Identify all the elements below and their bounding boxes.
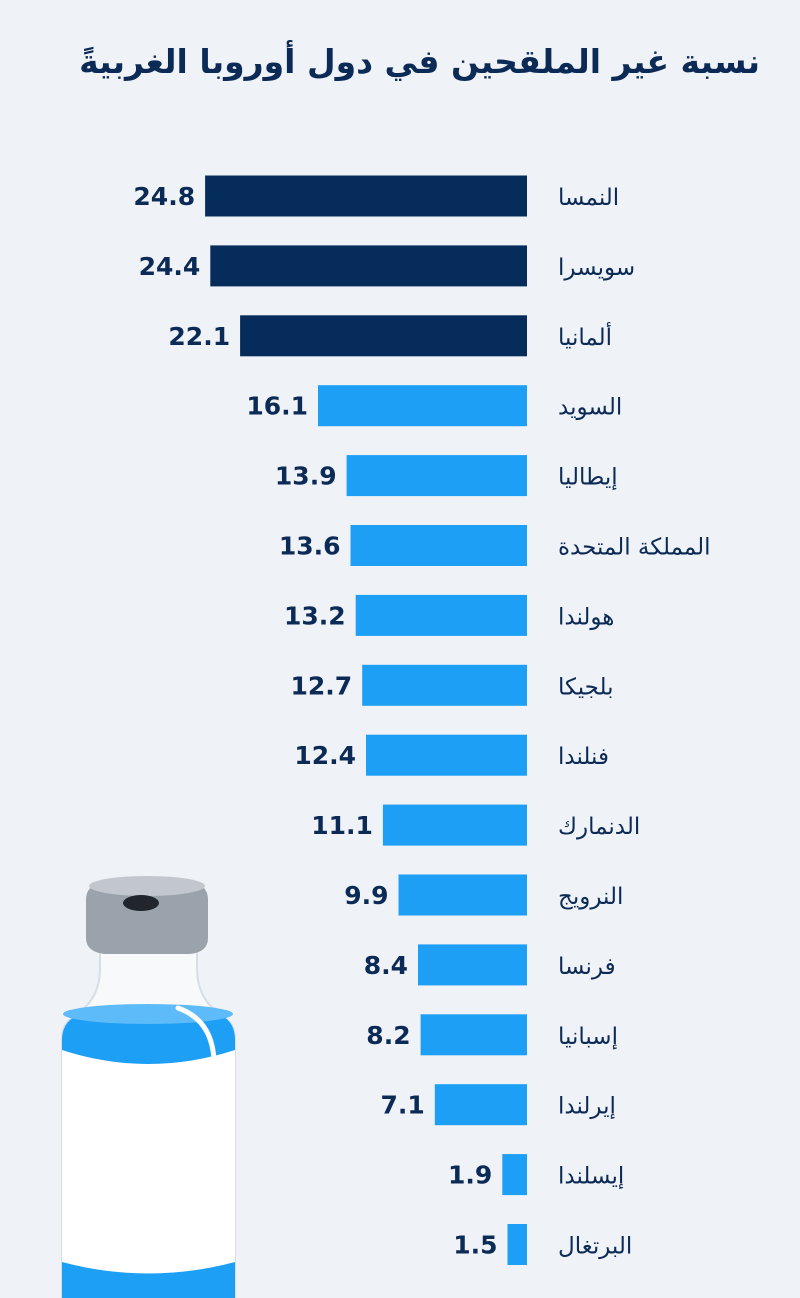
bar (366, 734, 527, 776)
bar-value-label: 13.6 (279, 532, 341, 561)
bar (502, 1154, 527, 1196)
bar (362, 664, 527, 706)
category-label: ألمانيا (558, 322, 612, 351)
bar-value-label: 22.1 (168, 322, 230, 351)
category-label: إيرلندا (558, 1094, 616, 1120)
category-label: النمسا (558, 185, 619, 211)
category-label: هولندا (558, 604, 614, 630)
bar-value-label: 9.9 (344, 881, 388, 910)
chart-title: نسبة غير الملقحين في دول أوروبا الغربيةً (79, 42, 760, 81)
category-label: إيسلندا (558, 1164, 624, 1190)
bar-value-label: 24.4 (139, 252, 201, 281)
bar-value-label: 13.2 (284, 601, 346, 630)
bar-value-label: 8.2 (366, 1021, 410, 1050)
category-label: فرنسا (558, 954, 616, 980)
category-label: الدنمارك (558, 814, 640, 840)
bar (434, 1084, 527, 1126)
bar (418, 944, 527, 986)
category-label: النرويج (558, 884, 623, 910)
bar-value-label: 1.5 (453, 1231, 497, 1260)
bar (210, 245, 528, 287)
bar-value-label: 16.1 (246, 392, 308, 421)
bar-value-label: 11.1 (311, 811, 373, 840)
category-label: البرتغال (558, 1234, 632, 1260)
bar (205, 175, 527, 217)
bar (346, 455, 527, 497)
bar (382, 804, 527, 846)
category-label: فنلندا (558, 744, 609, 770)
bar (350, 525, 527, 566)
category-label: بلجيكا (558, 674, 614, 700)
bar-value-label: 12.4 (294, 741, 356, 770)
bar-value-label: 1.9 (448, 1161, 492, 1190)
bar-value-label: 13.9 (275, 462, 337, 491)
bar-value-label: 12.7 (291, 671, 353, 700)
bar (420, 1014, 527, 1056)
bar (507, 1224, 527, 1265)
category-label: المملكة المتحدة (558, 535, 711, 561)
bar (240, 315, 527, 357)
bar-value-label: 7.1 (381, 1091, 425, 1120)
category-label: السويد (558, 395, 622, 421)
bar (355, 594, 527, 636)
bar-value-label: 8.4 (364, 951, 408, 980)
bar-value-label: 24.8 (133, 182, 195, 211)
bar (318, 385, 527, 427)
category-label: سويسرا (558, 255, 635, 281)
category-label: إسبانيا (558, 1024, 618, 1050)
bar (398, 874, 527, 916)
category-label: إيطاليا (558, 465, 618, 491)
